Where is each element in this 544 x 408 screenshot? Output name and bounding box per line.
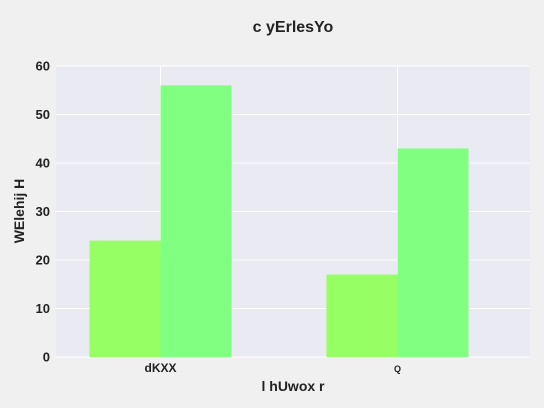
y-tick-label: 60: [36, 59, 50, 74]
x-tick-label: dKXX: [144, 361, 176, 375]
y-tick-label: 20: [36, 253, 50, 268]
x-axis-ticks: dKXX Q: [144, 361, 401, 375]
chart-title: c yErlesYo: [253, 19, 334, 36]
y-axis-ticks: 0 10 20 30 40 50 60: [36, 59, 50, 365]
y-tick-label: 30: [36, 204, 50, 219]
bar-series-1-dKXX: [89, 240, 161, 357]
bar-series-2-Q: [397, 148, 469, 357]
y-tick-label: 40: [36, 156, 50, 171]
bar-series-1-Q: [326, 274, 398, 357]
y-axis-label: WElehij H: [11, 179, 27, 244]
y-tick-label: 0: [43, 350, 50, 365]
y-tick-label: 10: [36, 301, 50, 316]
x-tick-label: Q: [394, 364, 401, 374]
bar-series-2-dKXX: [160, 85, 232, 358]
bars: [89, 85, 469, 358]
x-axis-label: l hUwox r: [261, 378, 325, 394]
y-tick-label: 50: [36, 107, 50, 122]
